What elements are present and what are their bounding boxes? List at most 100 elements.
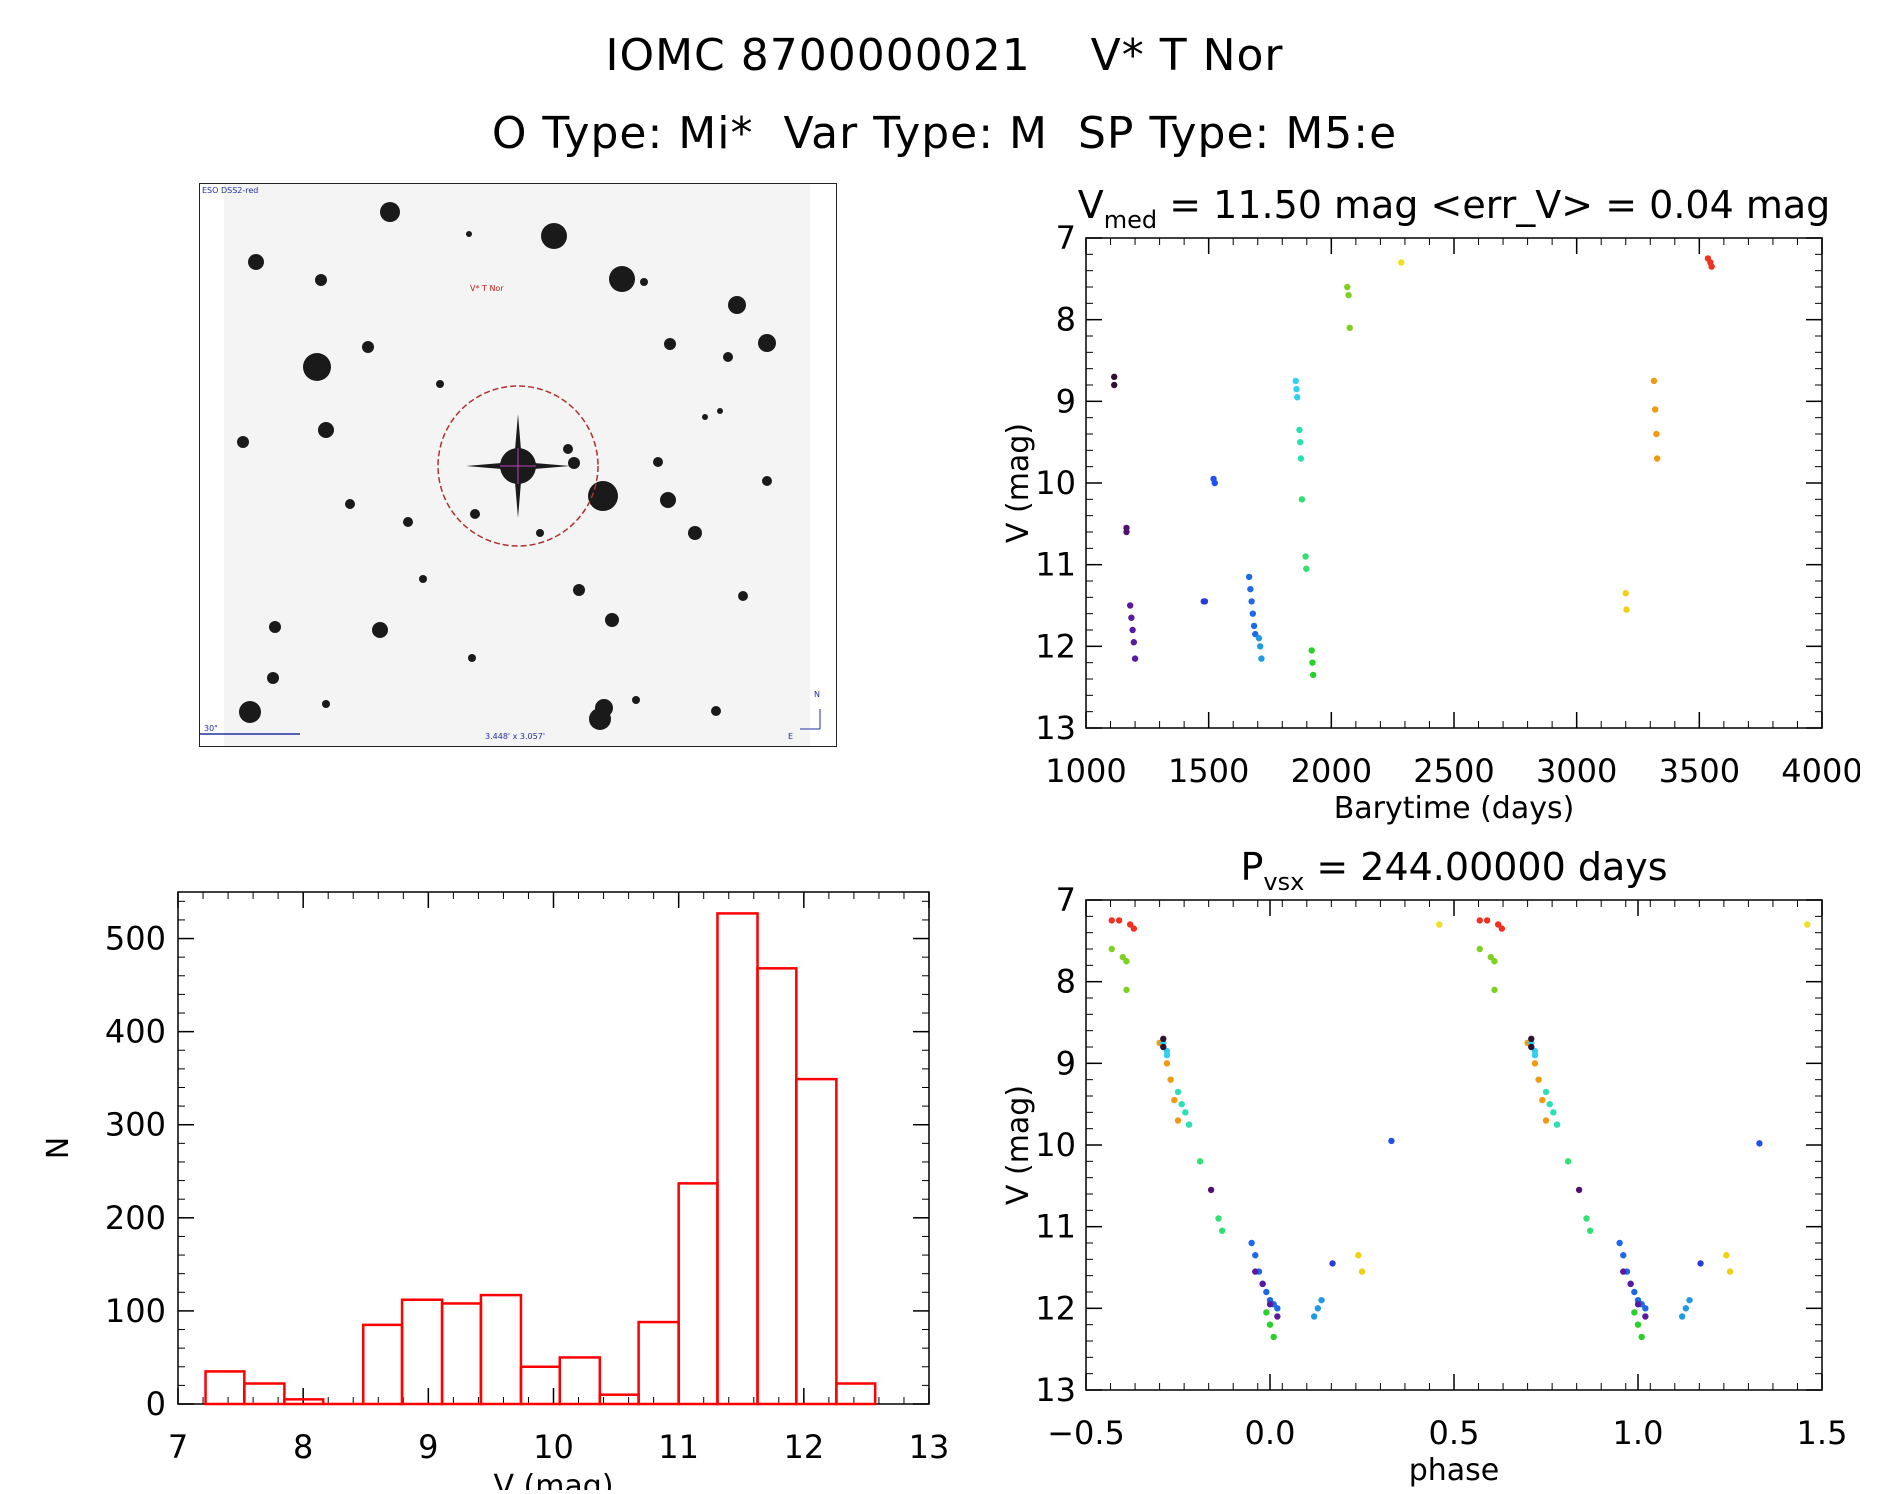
data-point <box>1270 1333 1277 1341</box>
data-point <box>1111 373 1118 381</box>
star <box>318 422 334 438</box>
star <box>653 457 663 467</box>
data-point <box>1631 1288 1638 1296</box>
data-point <box>1123 986 1130 994</box>
target-circle <box>437 385 599 547</box>
data-point <box>1623 606 1630 613</box>
data-point <box>1303 565 1310 572</box>
star <box>237 436 249 448</box>
star <box>536 529 544 537</box>
star <box>702 414 708 420</box>
data-point <box>1128 614 1135 621</box>
data-point <box>1634 1321 1642 1328</box>
y-tick-label: 9 <box>1056 1044 1076 1082</box>
data-point <box>1211 479 1218 487</box>
data-point <box>1185 1121 1193 1128</box>
data-point <box>1627 1280 1634 1288</box>
star <box>609 266 635 292</box>
data-point <box>1182 1109 1189 1116</box>
data-point <box>1178 1100 1185 1108</box>
data-point <box>1263 1288 1270 1296</box>
y-axis-label: N <box>41 1137 76 1159</box>
y-tick-label: 100 <box>105 1292 166 1330</box>
x-tick-label: 9 <box>418 1428 438 1466</box>
data-point <box>1250 622 1258 630</box>
phasecurve-chart: −0.5 0.0 0.5 1.0 1.5 7 8 9 10 11 12 13 phase V (mag) P… <box>1001 845 1848 1488</box>
survey-label: ESO DSS2-red <box>202 186 259 195</box>
data-point <box>1248 598 1255 605</box>
y-tick-label: 9 <box>1056 382 1076 420</box>
star <box>640 278 648 286</box>
data-point <box>1539 1096 1546 1104</box>
data-point <box>1586 1227 1594 1234</box>
y-tick-label: 200 <box>105 1199 166 1237</box>
plot-frame <box>177 891 930 1405</box>
y-tick-label: 11 <box>1035 1208 1076 1246</box>
data-point <box>1309 659 1316 666</box>
data-point <box>1163 1060 1171 1067</box>
star <box>436 380 444 388</box>
histogram-bar <box>835 1382 877 1406</box>
data-point <box>1542 1117 1550 1124</box>
data-point <box>1111 381 1118 389</box>
data-point <box>1697 1260 1704 1267</box>
data-point <box>1160 1043 1167 1051</box>
data-point <box>1259 1280 1266 1288</box>
data-point <box>1248 1239 1255 1247</box>
data-point <box>1266 1321 1274 1328</box>
compass-north-label: N <box>814 690 820 699</box>
y-tick-label: 10 <box>1035 1126 1076 1164</box>
data-point <box>1345 291 1352 299</box>
histogram-bar <box>637 1320 680 1406</box>
y-tick-label: 11 <box>1035 546 1076 584</box>
data-point <box>1297 455 1305 462</box>
data-point <box>1564 1158 1572 1165</box>
data-point <box>1344 283 1351 291</box>
fov-label: 3.448' x 3.057' <box>485 732 546 741</box>
histogram-bar <box>479 1293 523 1406</box>
data-point <box>1388 1137 1395 1145</box>
data-point <box>1174 1088 1182 1096</box>
data-point <box>1245 573 1253 581</box>
x-tick-label: 3500 <box>1659 752 1740 790</box>
data-point <box>1252 630 1259 638</box>
histogram-bar <box>243 1382 286 1406</box>
data-point <box>1358 1268 1366 1275</box>
star <box>248 254 264 270</box>
y-axis-label: V (mag) <box>1001 423 1036 543</box>
compass-east-label: E <box>788 732 794 741</box>
data-point <box>1167 1076 1174 1083</box>
data-point <box>1308 647 1315 654</box>
data-point <box>1309 671 1317 679</box>
data-point <box>1653 455 1661 462</box>
chart-title: Pvsx = 244.00000 days <box>1240 845 1667 896</box>
histogram-bar <box>440 1302 483 1406</box>
star <box>372 622 388 638</box>
x-tick-label: 1.5 <box>1797 1414 1848 1452</box>
star <box>470 509 480 519</box>
star <box>466 231 472 237</box>
star <box>269 621 281 633</box>
histogram-chart: 7 8 9 10 11 12 13 0 100 200 300 400 500 V (mag) N <box>41 891 949 1490</box>
data-point <box>1575 1186 1583 1194</box>
data-point <box>1476 917 1483 924</box>
data-point <box>1550 1109 1557 1116</box>
data-point <box>1355 1252 1362 1259</box>
y-tick-label: 13 <box>1035 1371 1076 1409</box>
star <box>758 334 776 352</box>
histogram-bar <box>400 1298 444 1406</box>
data-point <box>1487 953 1494 961</box>
star <box>303 353 331 381</box>
object-label: V* T Nor <box>470 284 504 293</box>
histogram-bar <box>716 912 759 1406</box>
data-point <box>1274 1313 1281 1320</box>
data-point <box>1207 1186 1215 1194</box>
star <box>632 696 640 704</box>
data-point <box>1535 1076 1542 1083</box>
data-point <box>1398 259 1405 266</box>
data-point <box>1678 1313 1686 1320</box>
data-point <box>1115 917 1123 924</box>
x-tick-label: 8 <box>293 1428 313 1466</box>
title-line-2: O Type: Mi* Var Type: M SP Type: M5:e <box>491 108 1398 159</box>
data-point <box>1126 921 1134 928</box>
